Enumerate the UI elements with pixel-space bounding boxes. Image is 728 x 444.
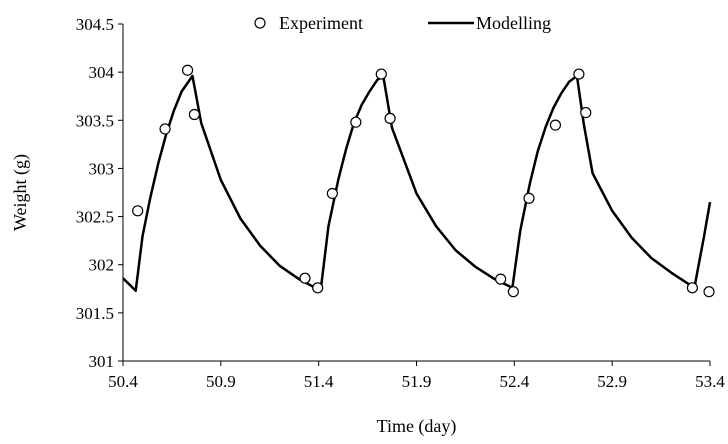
y-tick-label: 303 <box>89 159 115 178</box>
y-tick-label: 304.5 <box>76 15 114 34</box>
experiment-point <box>350 116 362 128</box>
experiment-point <box>181 64 194 76</box>
experiment-point <box>573 68 585 80</box>
y-ticks: 301 301.5 302 302.5 303 303.5 304 304.5 <box>76 15 123 371</box>
x-ticks: 50.4 50.9 51.4 51.9 52.4 52.9 53.4 <box>108 361 725 391</box>
experiment-point <box>507 286 519 298</box>
experiment-point <box>384 112 396 124</box>
experiment-point <box>312 282 324 294</box>
legend-label-modelling: Modelling <box>476 13 551 33</box>
legend-marker-experiment <box>254 17 266 29</box>
y-axis-title: Weight (g) <box>10 154 31 231</box>
x-tick-label: 51.9 <box>402 372 432 391</box>
experiment-point <box>132 205 144 217</box>
experiment-point <box>703 286 715 298</box>
experiment-point <box>549 119 562 131</box>
x-tick-label: 52.4 <box>499 372 529 391</box>
y-tick-label: 302 <box>89 256 115 275</box>
experiment-point <box>188 108 201 121</box>
experiment-point <box>299 272 311 284</box>
x-tick-label: 51.4 <box>304 372 334 391</box>
x-tick-label: 52.9 <box>597 372 627 391</box>
experiment-point <box>580 106 592 119</box>
y-tick-label: 301.5 <box>76 304 114 323</box>
legend-label-experiment: Experiment <box>279 13 363 33</box>
y-tick-label: 304 <box>89 63 115 82</box>
x-tick-label: 50.9 <box>206 372 236 391</box>
x-axis-title: Time (day) <box>377 416 457 437</box>
experiment-point <box>375 68 387 80</box>
y-tick-label: 303.5 <box>76 111 114 130</box>
x-tick-label: 50.4 <box>108 372 138 391</box>
experiment-point <box>523 192 535 204</box>
experiment-point <box>686 282 698 294</box>
x-tick-label: 53.4 <box>695 372 725 391</box>
legend: Experiment Modelling <box>254 13 551 33</box>
modelling-series-line <box>122 74 712 292</box>
model-line-layer <box>122 74 712 292</box>
experiment-points-layer <box>132 64 715 298</box>
y-tick-label: 301 <box>89 352 115 371</box>
y-tick-label: 302.5 <box>76 208 114 227</box>
experiment-point <box>159 123 171 135</box>
experiment-point <box>495 273 507 285</box>
experiment-point <box>326 187 338 200</box>
